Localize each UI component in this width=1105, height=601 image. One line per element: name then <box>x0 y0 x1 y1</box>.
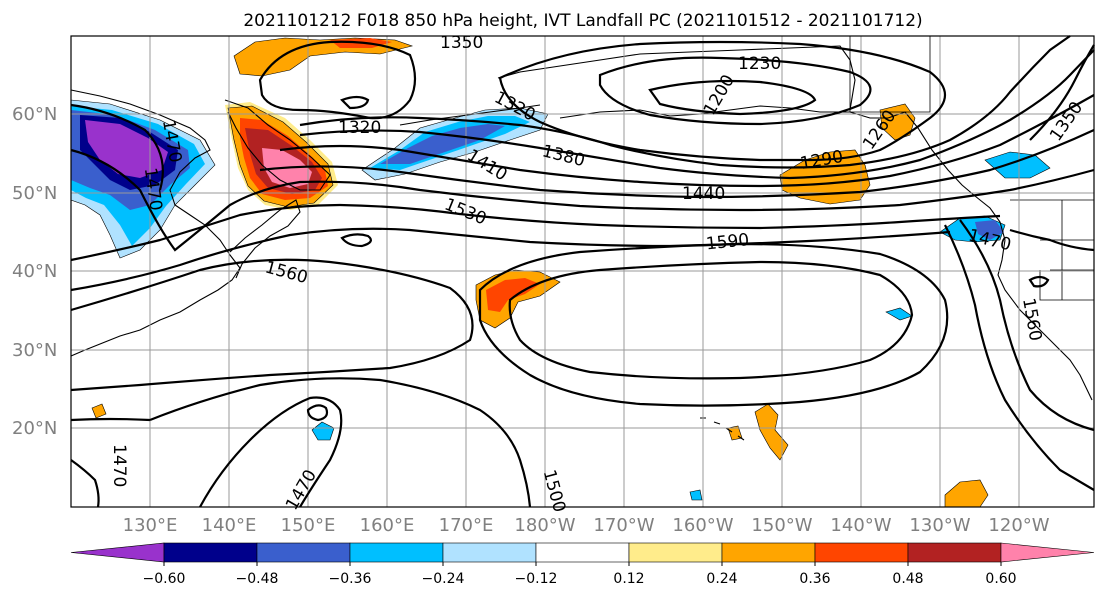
lat-label: 60°N <box>12 104 57 125</box>
contour-small-loop-3 <box>340 95 370 110</box>
colorbar-tick-label: 0.24 <box>706 571 737 587</box>
colorbar-segment <box>1000 542 1095 563</box>
contour-1440 <box>259 129 1095 199</box>
contour-1350 <box>258 40 417 120</box>
lat-label: 20°N <box>12 418 57 439</box>
colorbar: −0.60 −0.48 −0.36 −0.24 −0.12 0.12 0.24 0.36 0.4… <box>70 542 1095 587</box>
colorbar-tick-label: 0.48 <box>892 571 923 587</box>
colorbar-tick-label: −0.36 <box>329 571 372 587</box>
lon-label: 120°W <box>988 515 1049 536</box>
contour-1470-west-pocket <box>70 103 164 191</box>
colorbar-tick-label: 0.36 <box>799 571 830 587</box>
lat-label: 50°N <box>12 183 57 204</box>
colorbar-segment <box>256 542 351 563</box>
map-panel: 1350 1230 1200 1320 1320 1470 1470 1410 … <box>70 33 1095 515</box>
coast-asia <box>70 89 241 357</box>
coast-japan <box>229 199 301 279</box>
colorbar-tick-label: 0.12 <box>613 571 644 587</box>
longitude-axis: 130°E 140°E 150°E 160°E 170°E 180°W 170°… <box>123 515 1050 536</box>
contour-1530 <box>70 227 951 292</box>
lat-label: 40°N <box>12 261 57 282</box>
contour-1380 <box>299 49 1095 180</box>
contour-1470-sw <box>70 459 100 508</box>
contour-1350-east <box>1029 44 1095 141</box>
lon-label: 130°W <box>909 515 970 536</box>
contour-label: 1440 <box>682 184 725 204</box>
negative-anomaly-south-west <box>311 421 335 441</box>
colorbar-segment <box>628 542 723 563</box>
border-us-states <box>1039 200 1094 301</box>
lon-label: 150°E <box>281 515 336 536</box>
contour-1560 <box>70 258 474 392</box>
colorbar-tick-label: −0.12 <box>515 571 558 587</box>
contour-1410 <box>279 94 1095 188</box>
contour-label: 1350 <box>440 33 483 53</box>
height-contours <box>70 35 1095 508</box>
contour-1560-east <box>959 219 1095 432</box>
contour-1230 <box>598 56 872 126</box>
colorbar-segment <box>721 542 816 563</box>
lon-label: 160°E <box>360 515 415 536</box>
latitude-axis: 60°N 50°N 40°N 30°N 20°N <box>12 104 57 439</box>
contour-1530-east <box>944 224 1095 491</box>
colorbar-tick-label: −0.60 <box>143 571 186 587</box>
contour-1500-south <box>70 377 532 508</box>
colorbar-segment <box>535 542 630 563</box>
positive-anomaly-central-pacific-mid <box>486 278 540 312</box>
lon-label: 170°E <box>439 515 494 536</box>
colorbar-segment <box>907 542 1002 563</box>
contour-small-loop-4 <box>1028 275 1050 288</box>
colorbar-tick-label: 0.60 <box>985 571 1016 587</box>
colorbar-segments <box>70 542 1095 563</box>
coast-alaska-south <box>559 105 1006 241</box>
contour-1500 <box>70 203 1001 262</box>
positive-anomaly-west-small <box>91 403 107 419</box>
negative-anomaly-hawaii-south <box>689 489 703 501</box>
lon-label: 160°W <box>672 515 733 536</box>
contour-label: 1590 <box>705 230 750 254</box>
map-frame <box>70 35 1095 508</box>
colorbar-tick-label: −0.24 <box>422 571 465 587</box>
contour-label: 1470 <box>109 444 129 487</box>
positive-anomaly-hawaii-east <box>754 403 789 461</box>
lon-label: 130°E <box>123 515 178 536</box>
coastlines <box>70 36 1094 441</box>
negative-anomaly-bc <box>984 151 1051 179</box>
colorbar-tick-label: −0.48 <box>236 571 279 587</box>
contour-1320 <box>299 35 1071 169</box>
map-title: 2021101212 F018 850 hPa height, IVT Land… <box>243 11 922 31</box>
lon-label: 140°W <box>830 515 891 536</box>
coast-kamchatka <box>224 99 331 191</box>
colorbar-segment <box>70 542 165 563</box>
negative-anomaly-aleutian-neg <box>380 124 505 164</box>
colorbar-ticks: −0.60 −0.48 −0.36 −0.24 −0.12 0.12 0.24 0.36 0.4… <box>143 562 1017 587</box>
coast-north-america-west <box>997 239 1093 401</box>
colorbar-segment <box>349 542 444 563</box>
contour-small-loop-1 <box>340 233 372 248</box>
contour-1470-south <box>199 396 343 508</box>
contour-label: 1230 <box>738 54 781 74</box>
contour-1200 <box>648 79 817 116</box>
colorbar-segment <box>163 542 258 563</box>
contour-small-loop-2 <box>306 404 329 422</box>
negative-anomaly-pacific-nw-neg <box>975 220 1004 240</box>
lon-label: 180°W <box>514 515 575 536</box>
lon-label: 140°E <box>202 515 257 536</box>
border-alaska-canada <box>849 36 931 113</box>
contour-label: 1320 <box>338 118 381 138</box>
coast-alaska-north <box>497 45 856 111</box>
contour-1470-north <box>70 148 1095 252</box>
lon-label: 170°W <box>593 515 654 536</box>
contour-east-1470 <box>1009 228 1095 252</box>
lat-label: 30°N <box>12 340 57 361</box>
contour-1560-inner <box>508 260 914 380</box>
colorbar-segment <box>442 542 537 563</box>
colorbar-segment <box>814 542 909 563</box>
lon-label: 150°W <box>751 515 812 536</box>
contour-1590 <box>478 242 949 407</box>
